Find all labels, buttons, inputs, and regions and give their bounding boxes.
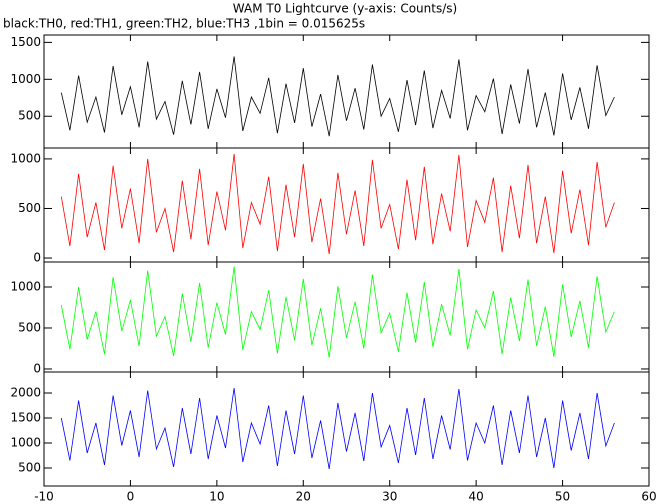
x-tick-label: 10 xyxy=(209,490,224,504)
y-tick-label: 1000 xyxy=(10,280,41,294)
y-tick-label: 1000 xyxy=(10,436,41,450)
panel-frame xyxy=(43,147,650,263)
y-tick-label: 500 xyxy=(18,461,41,475)
y-tick-label: 1500 xyxy=(10,411,41,425)
x-tick-label: 30 xyxy=(382,490,397,504)
x-tick-label: 60 xyxy=(641,490,656,504)
y-tick-label: 2000 xyxy=(10,386,41,400)
data-line xyxy=(60,387,615,470)
y-tick-label: 0 xyxy=(33,251,41,265)
y-tick-label: 500 xyxy=(18,201,41,215)
data-line xyxy=(60,266,615,358)
x-tick-label: 20 xyxy=(296,490,311,504)
y-tick-label: 1500 xyxy=(10,35,41,49)
panel-frame xyxy=(43,261,650,373)
y-tick-label: 1000 xyxy=(10,72,41,86)
x-tick-label: 0 xyxy=(127,490,135,504)
panel-frame xyxy=(43,34,650,149)
y-tick-label: 500 xyxy=(18,320,41,334)
data-line xyxy=(60,153,615,255)
chart-subtitle: black:TH0, red:TH1, green:TH2, blue:TH3 … xyxy=(3,17,365,31)
x-tick-label: 50 xyxy=(555,490,570,504)
y-tick-label: 500 xyxy=(18,109,41,123)
data-line xyxy=(60,56,615,137)
panel-frame xyxy=(43,371,650,487)
y-tick-label: 1000 xyxy=(10,151,41,165)
chart-title: WAM T0 Lightcurve (y-axis: Counts/s) xyxy=(233,2,457,16)
y-tick-label: 0 xyxy=(33,361,41,375)
x-tick-label: -10 xyxy=(34,490,54,504)
x-tick-label: 40 xyxy=(469,490,484,504)
